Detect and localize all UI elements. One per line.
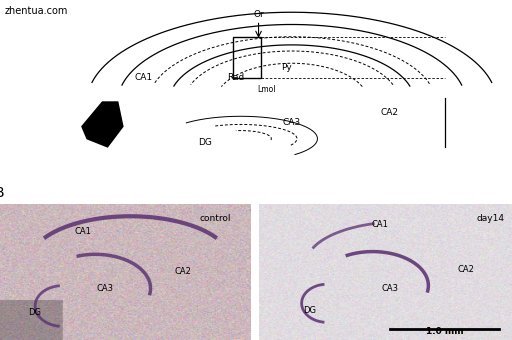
Text: Lmol: Lmol (257, 85, 275, 94)
Text: CA2: CA2 (458, 265, 475, 274)
Text: DG: DG (29, 308, 41, 317)
Polygon shape (82, 102, 123, 147)
Text: DG: DG (198, 138, 212, 147)
Text: CA2: CA2 (175, 268, 191, 276)
Bar (233, 37, 261, 78)
Text: B: B (0, 186, 5, 200)
Text: CA3: CA3 (283, 118, 301, 127)
Text: CA1: CA1 (134, 73, 153, 82)
Text: CA3: CA3 (97, 284, 114, 293)
Text: CA1: CA1 (372, 220, 389, 229)
Text: control: control (199, 214, 231, 222)
Text: Py: Py (282, 63, 292, 72)
Text: CA2: CA2 (380, 108, 398, 117)
Text: day14: day14 (476, 214, 504, 222)
Text: CA3: CA3 (382, 284, 399, 293)
Text: Or: Or (253, 10, 264, 19)
Text: Rad: Rad (227, 73, 244, 82)
Text: 1.0 mm: 1.0 mm (426, 327, 464, 336)
Text: DG: DG (303, 306, 316, 315)
Text: zhentua.com: zhentua.com (5, 6, 69, 16)
Text: CA1: CA1 (74, 227, 91, 236)
